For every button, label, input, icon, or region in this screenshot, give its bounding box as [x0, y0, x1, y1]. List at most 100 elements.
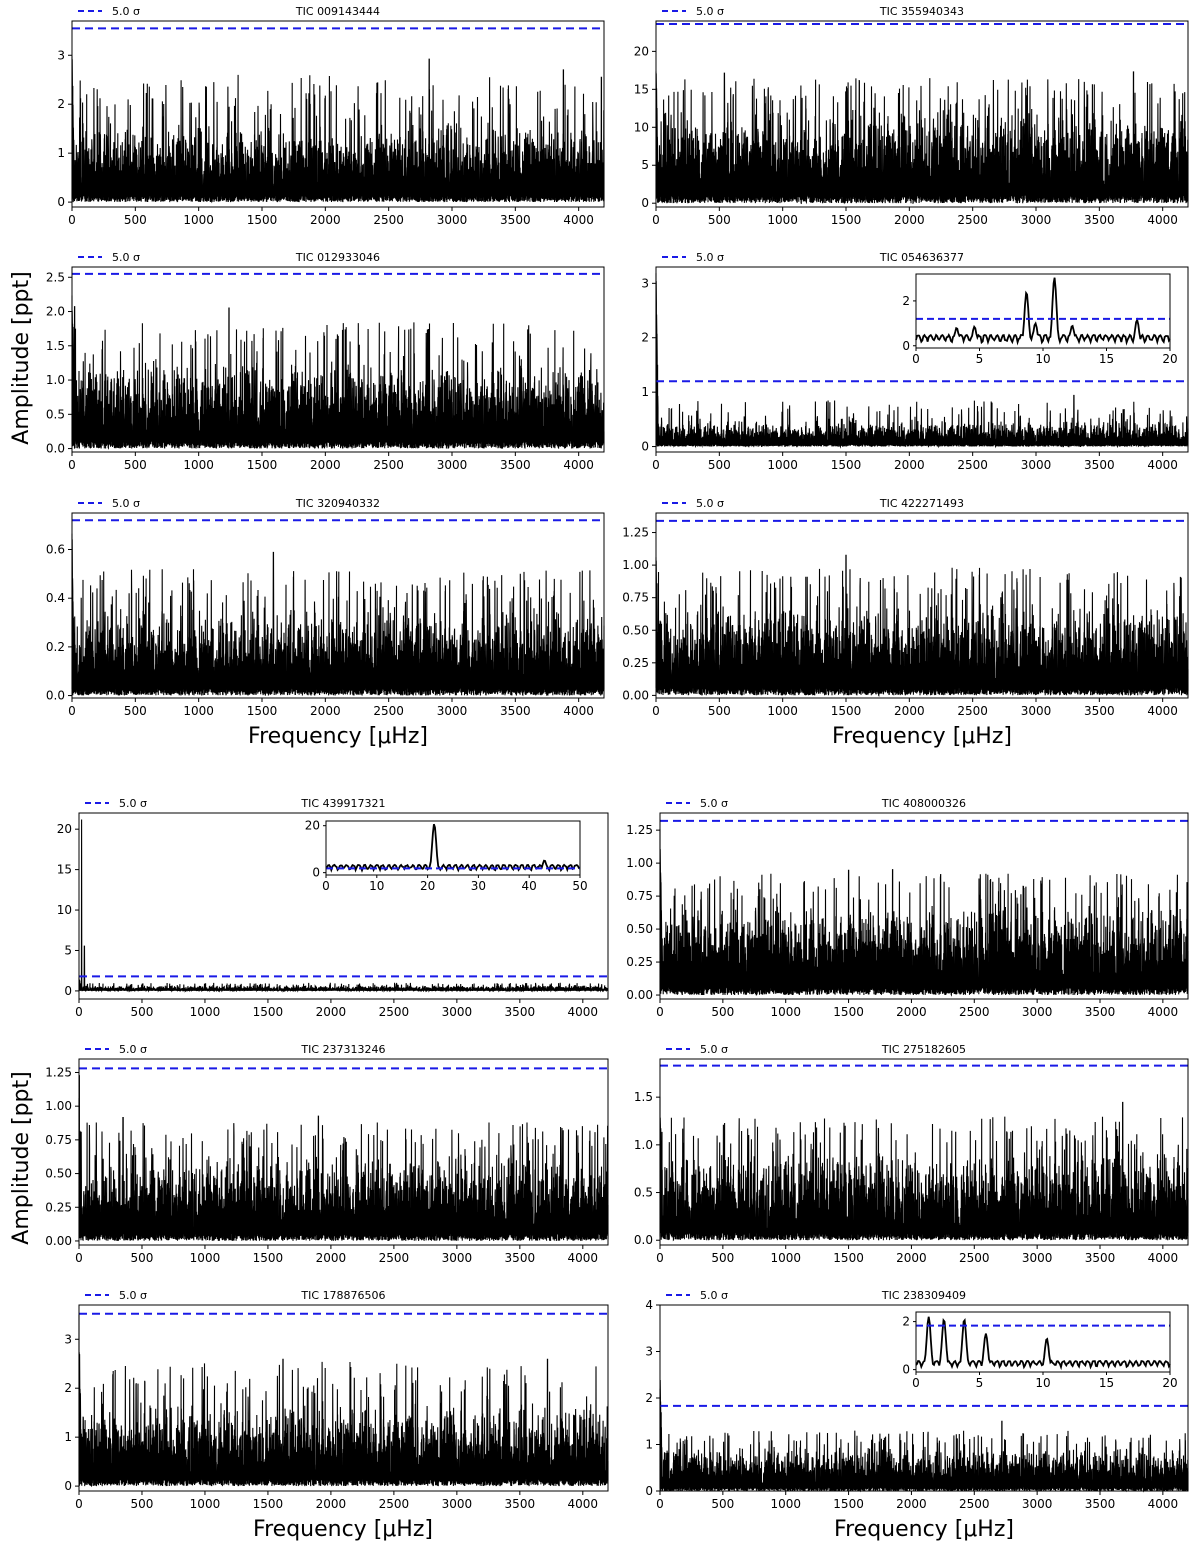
x-tick-label: 2000	[316, 1497, 347, 1511]
x-tick-label: 3500	[505, 1251, 536, 1265]
x-tick-label: 2500	[379, 1251, 410, 1265]
x-tick-label: 0	[68, 704, 76, 718]
y-tick-label: 0.5	[46, 407, 65, 421]
x-tick-label: 2500	[959, 1251, 990, 1265]
axes-frame	[659, 812, 1189, 1000]
panel-title: TIC 012933046	[295, 251, 380, 264]
x-tick-label: 1000	[767, 704, 798, 718]
x-tick-label: 3000	[442, 1497, 473, 1511]
x-tick-label: 3500	[1085, 1497, 1116, 1511]
x-tick-label: 2500	[373, 704, 404, 718]
y-tick-label: 20	[57, 822, 72, 836]
spectrum-line	[78, 819, 609, 993]
inset-x-tick-label: 0	[912, 352, 920, 366]
spectrum-panel: 0 500 1000 1500 2000 2500 3000 3500 4000012345.0…	[645, 1289, 1189, 1511]
x-tick-label: 500	[124, 458, 147, 472]
x-tick-label: 4000	[568, 1005, 599, 1019]
x-tick-label: 3500	[505, 1497, 536, 1511]
y-tick-label: 1.00	[45, 1099, 72, 1113]
x-tick-label: 2000	[310, 213, 341, 227]
legend-label: 5.0 σ	[119, 797, 147, 810]
x-tick-label: 4000	[563, 213, 594, 227]
y-tick-label: 0	[64, 984, 72, 998]
inset-x-tick-label: 10	[1035, 1376, 1050, 1390]
legend-label: 5.0 σ	[112, 5, 140, 18]
x-tick-label: 3500	[1084, 458, 1115, 472]
y-tick-label: 0.25	[622, 656, 649, 670]
x-tick-label: 3500	[1084, 213, 1115, 227]
x-tick-label: 1000	[190, 1251, 221, 1265]
x-tick-label: 2000	[316, 1251, 347, 1265]
x-tick-label: 2000	[896, 1005, 927, 1019]
spectrum-line	[659, 829, 1189, 997]
x-tick-label: 0	[68, 213, 76, 227]
inset-panel: 0 5 10 15 20 0 2	[902, 273, 1178, 366]
panel-title: TIC 320940332	[295, 497, 380, 510]
x-tick-label: 1500	[253, 1497, 284, 1511]
x-tick-label: 2000	[310, 704, 341, 718]
y-tick-label: 3	[57, 48, 65, 62]
panel-title: TIC 238309409	[881, 1289, 966, 1302]
x-axis-label-top-left: Frequency [μHz]	[248, 724, 428, 749]
y-tick-label: 1	[64, 1430, 72, 1444]
inset-y-tick-label: 2	[902, 294, 910, 308]
x-tick-label: 500	[708, 704, 731, 718]
x-tick-label: 3500	[500, 213, 531, 227]
x-tick-label: 0	[652, 213, 660, 227]
y-tick-label: 1.5	[634, 1090, 653, 1104]
y-tick-label: 3	[645, 1345, 653, 1359]
x-tick-label: 2500	[957, 704, 988, 718]
y-tick-label: 2	[641, 331, 649, 345]
x-tick-label: 3500	[1085, 1005, 1116, 1019]
x-tick-label: 1500	[253, 1251, 284, 1265]
x-tick-label: 3000	[437, 458, 468, 472]
x-tick-label: 1000	[190, 1497, 221, 1511]
x-tick-label: 3000	[442, 1005, 473, 1019]
legend-label: 5.0 σ	[700, 1289, 728, 1302]
inset-panel: 0 5 10 15 20 0 2	[902, 1311, 1178, 1390]
x-tick-label: 4000	[563, 458, 594, 472]
x-tick-label: 2000	[896, 1251, 927, 1265]
inset-frame	[325, 820, 581, 876]
spectrum-line	[78, 1314, 609, 1488]
spectrum-panel: 0 500 1000 1500 2000 2500 3000 3500 4000 0.00 0.25…	[45, 1043, 609, 1265]
y-tick-label: 2.5	[46, 270, 65, 284]
spectrum-line	[655, 71, 1189, 205]
y-tick-label: 0.50	[45, 1167, 72, 1181]
inset-x-tick-label: 20	[1162, 352, 1177, 366]
inset-y-tick-label: 20	[305, 819, 320, 833]
x-tick-label: 500	[124, 213, 147, 227]
spectrum-line	[71, 295, 605, 450]
y-tick-label: 0	[641, 440, 649, 454]
legend-label: 5.0 σ	[119, 1289, 147, 1302]
x-tick-label: 3000	[1022, 1497, 1053, 1511]
y-tick-label: 3	[641, 276, 649, 290]
spectrum-line	[655, 554, 1189, 697]
y-tick-label: 1.25	[45, 1065, 72, 1079]
inset-x-tick-label: 15	[1099, 352, 1114, 366]
panel-title: TIC 439917321	[300, 797, 385, 810]
spectrum-line	[659, 1096, 1189, 1242]
x-tick-label: 4000	[563, 704, 594, 718]
x-tick-label: 0	[75, 1251, 83, 1265]
axes-frame	[78, 812, 609, 1000]
panel-title: TIC 054636377	[879, 251, 964, 264]
y-tick-label: 0.2	[46, 640, 65, 654]
x-tick-label: 0	[656, 1497, 664, 1511]
x-tick-label: 2500	[957, 213, 988, 227]
y-tick-label: 2.0	[46, 305, 65, 319]
inset-x-tick-label: 10	[369, 879, 384, 893]
inset-x-tick-label: 5	[976, 352, 984, 366]
x-tick-label: 4000	[1148, 1251, 1179, 1265]
x-tick-label: 1000	[770, 1497, 801, 1511]
inset-x-tick-label: 20	[1162, 1376, 1177, 1390]
y-tick-label: 1.0	[634, 1138, 653, 1152]
y-tick-label: 1	[57, 146, 65, 160]
x-tick-label: 1500	[831, 213, 862, 227]
legend-label: 5.0 σ	[112, 497, 140, 510]
spectrum-line	[78, 1075, 609, 1241]
y-tick-label: 0.75	[45, 1133, 72, 1147]
y-tick-label: 15	[634, 82, 649, 96]
y-tick-label: 1.00	[622, 558, 649, 572]
